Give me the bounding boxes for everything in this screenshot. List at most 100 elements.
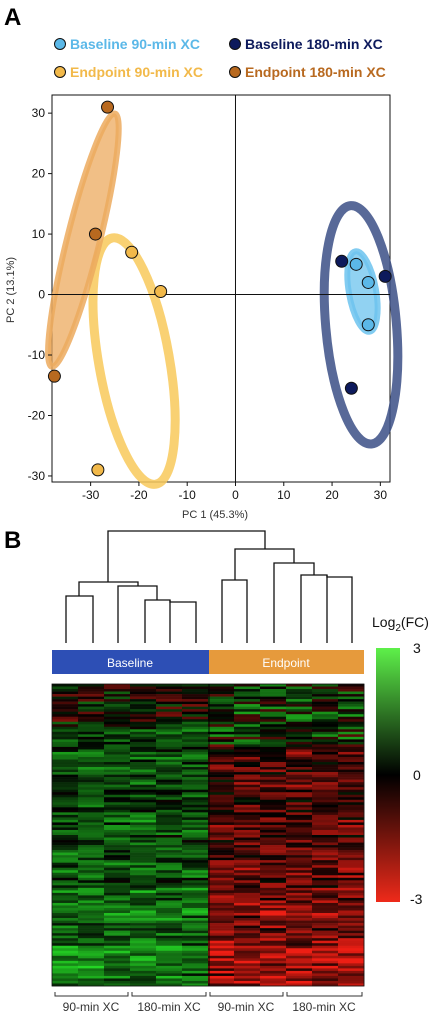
heatmap-cell: [260, 970, 287, 974]
heatmap-cell: [286, 940, 313, 944]
heatmap-cell: [156, 978, 183, 982]
heatmap-cell: [338, 905, 365, 909]
heatmap-cell: [208, 965, 235, 969]
heatmap-cell: [208, 940, 235, 944]
heatmap-cell: [104, 741, 131, 745]
heatmap-cell: [52, 845, 79, 848]
heatmap-cell: [130, 895, 157, 899]
heatmap-cell: [78, 860, 105, 863]
heatmap-cell: [78, 928, 105, 931]
heatmap-cell: [260, 973, 287, 977]
heatmap-cell: [156, 875, 183, 879]
data-point: [47, 369, 61, 383]
heatmap-cell: [338, 918, 365, 921]
heatmap-cell: [338, 802, 365, 806]
heatmap-cell: [52, 887, 79, 891]
heatmap-cell: [208, 970, 235, 974]
heatmap-cell: [338, 817, 365, 821]
heatmap-cell: [208, 930, 235, 934]
heatmap-cell: [338, 980, 365, 984]
heatmap-cell: [234, 764, 261, 768]
heatmap-cell: [78, 741, 105, 745]
heatmap-cell: [182, 920, 209, 924]
heatmap-cell: [234, 704, 261, 707]
heatmap-cell: [234, 837, 261, 841]
heatmap-cell: [52, 719, 79, 723]
heatmap-cell: [286, 880, 313, 884]
heatmap-cell: [234, 711, 261, 715]
heatmap-cell: [104, 857, 131, 861]
heatmap-cell: [286, 734, 313, 738]
heatmap-cell: [312, 955, 339, 959]
heatmap-cell: [156, 955, 183, 959]
heatmap-cell: [208, 749, 235, 753]
heatmap-cell: [182, 970, 209, 974]
heatmap-cell: [338, 814, 365, 818]
heatmap-cell: [156, 734, 183, 738]
heatmap-cell: [52, 759, 79, 763]
heatmap-cell: [104, 787, 131, 790]
bracket-baseline-90: [54, 992, 129, 997]
heatmap-cell: [286, 691, 313, 695]
heatmap-cell: [104, 777, 131, 780]
heatmap-cell: [338, 807, 365, 811]
heatmap-cell: [312, 812, 339, 816]
heatmap-cell: [130, 822, 157, 826]
confidence-ellipse: [45, 110, 122, 370]
heatmap-cell: [78, 945, 105, 949]
heatmap-cell: [260, 769, 287, 773]
heatmap-cell: [104, 845, 131, 848]
heatmap-cell: [234, 784, 261, 788]
colorbar-title: Log2(FC): [372, 614, 429, 634]
heatmap-cell: [104, 734, 131, 738]
heatmap-cell: [182, 928, 209, 931]
heatmap-cell: [52, 782, 79, 785]
heatmap-cell: [338, 819, 365, 823]
heatmap-cell: [234, 955, 261, 959]
heatmap-cell: [156, 970, 183, 974]
heatmap-cell: [286, 892, 313, 896]
heatmap-cell: [182, 769, 209, 773]
heatmap-cell: [208, 910, 235, 914]
heatmap-cell: [156, 807, 183, 811]
heatmap-cell: [182, 764, 209, 768]
heatmap-cell: [260, 711, 287, 715]
heatmap-cell: [130, 900, 157, 904]
bracket-endpoint-180: [286, 992, 363, 997]
colorbar-mid-label: 0: [413, 767, 421, 783]
heatmap-cell: [104, 837, 131, 841]
heatmap-cell: [182, 797, 209, 801]
heatmap-cell: [156, 777, 183, 780]
heatmap-cell: [156, 840, 183, 843]
heatmap-cell: [286, 756, 313, 760]
heatmap-cell: [312, 734, 339, 738]
heatmap-cell: [208, 684, 235, 687]
heatmap-cell: [208, 754, 235, 758]
heatmap-cell: [182, 809, 209, 813]
heatmap-cell: [78, 907, 105, 911]
heatmap-cell: [260, 782, 287, 785]
heatmap-cell: [52, 762, 79, 765]
heatmap-cell: [156, 716, 183, 720]
heatmap-cell: [208, 913, 235, 916]
heatmap-cell: [104, 953, 131, 957]
heatmap-cell: [234, 772, 261, 775]
heatmap-cell: [52, 935, 79, 939]
heatmap-cell: [182, 975, 209, 979]
heatmap-cell: [234, 721, 261, 725]
heatmap-cell: [182, 852, 209, 856]
heatmap-cell: [260, 983, 287, 987]
heatmap-cell: [130, 935, 157, 939]
heatmap-cell: [130, 880, 157, 884]
heatmap-cell: [208, 860, 235, 863]
heatmap-cell: [52, 799, 79, 803]
heatmap-cell: [52, 814, 79, 818]
heatmap-cell: [312, 829, 339, 833]
legend-marker-endpoint-90: [54, 66, 66, 78]
heatmap-cell: [156, 865, 183, 869]
heatmap-cell: [78, 797, 105, 801]
heatmap-cell: [182, 756, 209, 760]
heatmap-cell: [130, 918, 157, 921]
heatmap-cell: [130, 943, 157, 947]
heatmap-cell: [52, 797, 79, 801]
